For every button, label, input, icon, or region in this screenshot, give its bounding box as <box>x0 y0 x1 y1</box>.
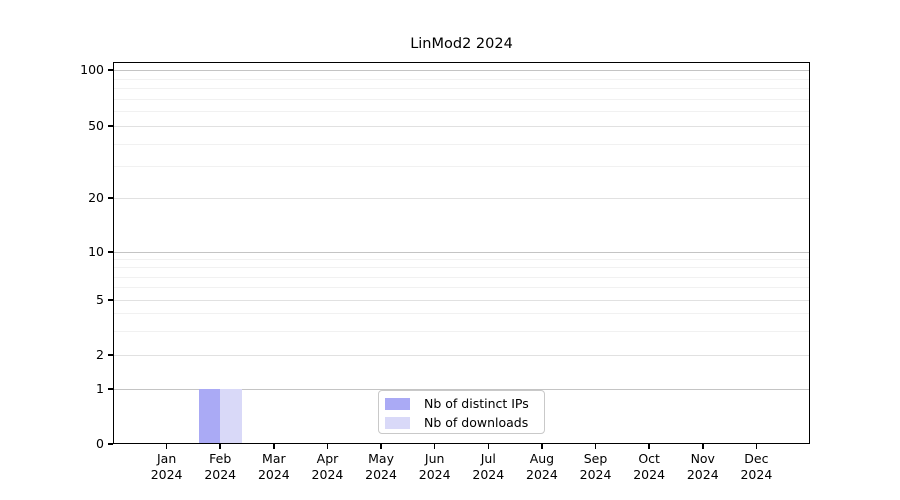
minor-gridline <box>113 330 810 332</box>
major-gridline <box>113 300 810 301</box>
x-tick-mark <box>702 444 704 449</box>
minor-gridline <box>113 111 810 113</box>
bar-nb-of-downloads <box>220 389 242 444</box>
x-tick-month: Jan <box>156 451 177 466</box>
x-tick-mark <box>219 444 221 449</box>
x-tick-year: 2024 <box>150 467 183 482</box>
minor-gridline <box>113 267 810 269</box>
x-tick-year: 2024 <box>365 467 397 482</box>
x-tick-year: 2024 <box>740 467 773 482</box>
x-tick-label: Nov 2024 <box>658 451 748 483</box>
x-tick-mark <box>648 444 650 449</box>
x-tick-year: 2024 <box>579 467 612 482</box>
y-tick-label: 10 <box>88 244 104 259</box>
legend-item: Nb of distinct IPs <box>385 395 538 413</box>
y-tick-mark <box>108 299 113 301</box>
y-tick-label: 2 <box>96 347 104 362</box>
chart-title: LinMod2 2024 <box>410 36 513 52</box>
x-tick-label: Jan 2024 <box>122 451 212 483</box>
y-tick-mark <box>108 388 113 390</box>
y-tick-label: 100 <box>80 62 104 77</box>
minor-gridline <box>113 98 810 100</box>
major-gridline <box>113 70 810 71</box>
minor-gridline <box>113 276 810 278</box>
legend: Nb of distinct IPs Nb of downloads <box>378 390 545 434</box>
major-gridline <box>113 126 810 127</box>
x-tick-month: Jun <box>424 451 445 466</box>
y-tick-mark <box>108 125 113 127</box>
x-tick-mark <box>541 444 543 449</box>
x-tick-mark <box>594 444 597 449</box>
x-tick-month: Jul <box>480 451 496 466</box>
major-gridline <box>113 355 810 356</box>
legend-label: Nb of distinct IPs <box>424 396 529 411</box>
y-tick-mark <box>108 69 113 71</box>
x-tick-month: Mar <box>262 451 286 466</box>
legend-swatch-nb-of-downloads <box>385 417 410 429</box>
major-gridline <box>113 389 810 390</box>
x-tick-month: May <box>368 451 394 466</box>
plot-area <box>113 62 810 444</box>
x-tick-label: Jul 2024 <box>443 451 533 483</box>
x-tick-mark <box>165 444 168 449</box>
y-tick-mark <box>108 197 113 199</box>
minor-gridline <box>113 78 810 80</box>
legend-item: Nb of downloads <box>385 414 538 432</box>
x-tick-label: Dec 2024 <box>711 451 801 483</box>
y-tick-label: 5 <box>96 292 104 307</box>
y-tick-label: 20 <box>88 190 104 205</box>
minor-gridline <box>113 313 810 315</box>
x-tick-year: 2024 <box>204 467 237 482</box>
minor-gridline <box>113 259 810 261</box>
minor-gridline <box>113 143 810 145</box>
x-tick-label: Feb 2024 <box>175 451 265 483</box>
x-tick-month: Aug <box>529 451 555 466</box>
x-tick-year: 2024 <box>311 467 344 482</box>
legend-label: Nb of downloads <box>424 415 529 430</box>
x-tick-month: Sep <box>583 451 608 466</box>
x-tick-year: 2024 <box>686 467 719 482</box>
x-tick-label: Jun 2024 <box>390 451 480 483</box>
x-tick-month: Dec <box>744 451 769 466</box>
x-tick-label: Sep 2024 <box>551 451 641 483</box>
y-tick-label: 0 <box>96 436 104 451</box>
x-tick-month: Feb <box>209 451 232 466</box>
x-tick-year: 2024 <box>472 467 505 482</box>
x-tick-label: Oct 2024 <box>604 451 694 483</box>
y-tick-label: 1 <box>96 381 104 396</box>
x-tick-mark <box>433 444 436 449</box>
minor-gridline <box>113 88 810 90</box>
x-tick-label: Aug 2024 <box>497 451 587 483</box>
x-tick-year: 2024 <box>633 467 666 482</box>
minor-gridline <box>113 166 810 168</box>
major-gridline <box>113 198 810 199</box>
y-tick-mark <box>108 354 113 356</box>
x-tick-month: Oct <box>638 451 660 466</box>
x-tick-mark <box>487 444 490 449</box>
legend-items: Nb of distinct IPs Nb of downloads <box>385 395 538 432</box>
x-tick-label: Apr 2024 <box>282 451 372 483</box>
bar-nb-of-distinct-ips <box>198 389 221 444</box>
x-tick-mark <box>380 444 382 449</box>
x-tick-label: May 2024 <box>336 451 426 483</box>
major-gridline <box>113 252 810 253</box>
x-tick-mark <box>273 444 275 449</box>
y-tick-label: 50 <box>88 118 104 133</box>
y-tick-mark <box>108 443 113 445</box>
minor-gridline <box>113 287 810 289</box>
x-tick-month: Apr <box>316 451 339 466</box>
x-tick-mark <box>755 444 758 449</box>
x-tick-year: 2024 <box>257 467 290 482</box>
y-tick-mark <box>108 251 113 253</box>
x-tick-month: Nov <box>690 451 715 466</box>
x-tick-year: 2024 <box>418 467 451 482</box>
legend-swatch-nb-of-distinct-ips <box>385 398 410 410</box>
x-tick-year: 2024 <box>526 467 558 482</box>
x-tick-mark <box>326 444 329 449</box>
x-tick-label: Mar 2024 <box>229 451 319 483</box>
